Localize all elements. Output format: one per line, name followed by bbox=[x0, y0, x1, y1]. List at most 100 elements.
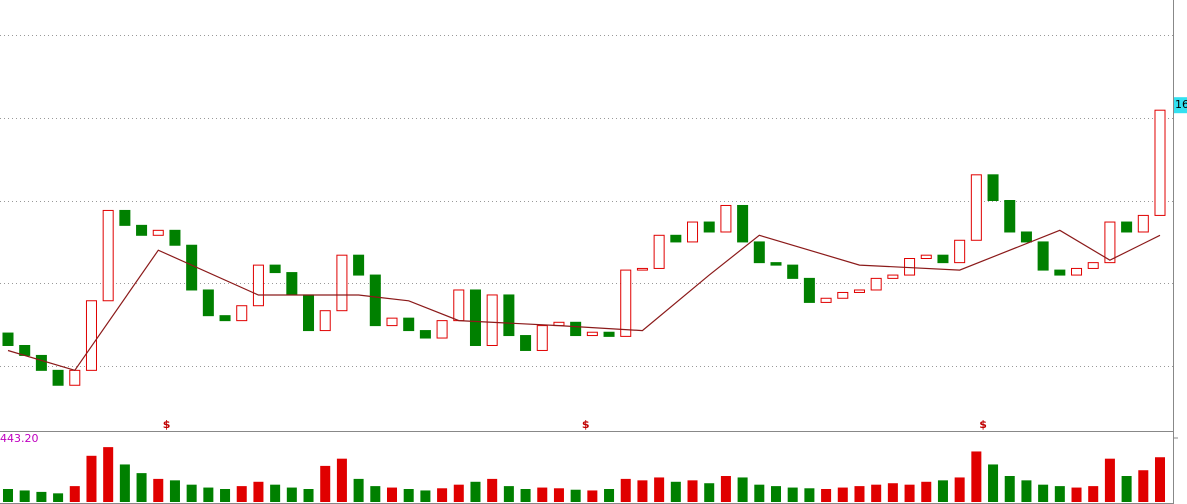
volume-bar bbox=[270, 484, 281, 502]
candle-body bbox=[737, 204, 749, 243]
volume-bar bbox=[1088, 486, 1099, 502]
volume-bar bbox=[737, 477, 748, 502]
volume-bar bbox=[821, 489, 832, 502]
candle-body bbox=[653, 234, 665, 269]
volume-bar bbox=[1004, 476, 1015, 502]
candle-body bbox=[904, 257, 916, 276]
candle-body bbox=[954, 239, 966, 264]
candle-body bbox=[570, 321, 582, 337]
candle-body bbox=[236, 305, 248, 322]
volume-bar bbox=[336, 458, 347, 502]
volume-bar bbox=[203, 487, 214, 502]
candle-body bbox=[35, 354, 47, 371]
event-marker: $ bbox=[979, 418, 987, 431]
candle-body bbox=[1054, 269, 1066, 276]
volume-bar bbox=[837, 487, 848, 502]
candle-body bbox=[753, 241, 765, 264]
volume-bar bbox=[503, 486, 514, 502]
volume-bar bbox=[169, 480, 180, 502]
volume-bar bbox=[904, 484, 915, 502]
candle-body bbox=[403, 317, 415, 332]
candle-body bbox=[770, 262, 782, 266]
candle-body bbox=[870, 277, 882, 291]
volume-tick-label: 443.20 bbox=[0, 432, 39, 445]
candle-body bbox=[1137, 214, 1149, 233]
candle-body bbox=[937, 254, 949, 264]
event-marker: $ bbox=[582, 418, 590, 431]
candle-body bbox=[319, 310, 331, 332]
volume-bar bbox=[370, 486, 381, 502]
candle-body bbox=[136, 224, 148, 236]
candle-body bbox=[920, 254, 932, 259]
candle-body bbox=[1071, 267, 1083, 276]
volume-bar bbox=[420, 490, 431, 502]
candle-body bbox=[353, 254, 365, 276]
volume-bar bbox=[770, 486, 782, 502]
volume-bar bbox=[186, 484, 197, 502]
volume-bar bbox=[787, 487, 798, 502]
candle-body bbox=[1020, 231, 1032, 243]
candle-body bbox=[887, 274, 899, 279]
candle-body bbox=[286, 272, 298, 296]
candle-body bbox=[1037, 241, 1049, 271]
volume-bar bbox=[1071, 487, 1082, 502]
candle-body bbox=[803, 277, 815, 303]
volume-bar bbox=[69, 486, 80, 502]
volume-bar bbox=[570, 489, 581, 502]
volume-bar bbox=[854, 486, 865, 502]
volume-bar bbox=[1021, 480, 1032, 502]
volume-bar bbox=[1138, 470, 1149, 502]
volume-bar bbox=[1104, 458, 1115, 502]
volume-bar bbox=[437, 488, 448, 502]
candle-body bbox=[336, 254, 348, 312]
candle-body bbox=[303, 294, 315, 332]
candle-body bbox=[386, 317, 398, 327]
volume-bar bbox=[954, 477, 965, 502]
volume-bar bbox=[36, 491, 47, 502]
candle-body bbox=[1154, 109, 1166, 216]
candle-body bbox=[219, 315, 231, 322]
candle-body bbox=[1087, 262, 1099, 269]
volume-bar bbox=[587, 490, 598, 502]
candle-body bbox=[1121, 221, 1133, 233]
volume-bar bbox=[386, 487, 398, 502]
candle-body bbox=[102, 209, 114, 302]
candle-body bbox=[186, 244, 198, 291]
volume-bar bbox=[320, 465, 331, 502]
candle-body bbox=[152, 229, 164, 236]
candle-body bbox=[620, 269, 632, 337]
volume-bar bbox=[86, 455, 97, 502]
volume-bar bbox=[103, 447, 114, 502]
volume-bar bbox=[1121, 476, 1132, 502]
volume-bar bbox=[620, 478, 631, 502]
candle-body bbox=[486, 294, 498, 346]
volume-bar bbox=[921, 481, 932, 502]
price-tag: 16 bbox=[1175, 98, 1187, 111]
volume-bar bbox=[937, 480, 948, 502]
volume-bar bbox=[604, 489, 615, 502]
candle-body bbox=[703, 221, 715, 233]
candle-body bbox=[720, 204, 732, 233]
candle-body bbox=[787, 264, 799, 279]
candle-body bbox=[837, 291, 849, 299]
candle-body bbox=[169, 229, 181, 246]
volume-bar bbox=[654, 477, 665, 502]
volume-bar bbox=[537, 487, 548, 502]
volume-bar bbox=[1154, 457, 1166, 502]
volume-bar bbox=[2, 489, 14, 502]
candle-body bbox=[603, 331, 615, 337]
volume-bar bbox=[804, 488, 815, 502]
volume-bar bbox=[53, 493, 64, 502]
volume-bar bbox=[470, 481, 481, 502]
volume-bar bbox=[253, 481, 264, 502]
volume-bar bbox=[303, 489, 314, 502]
volume-bar bbox=[403, 489, 414, 502]
candle-body bbox=[119, 209, 131, 226]
candle-body bbox=[670, 234, 682, 243]
volume-bar bbox=[988, 464, 999, 502]
volume-bar bbox=[720, 476, 731, 502]
volume-bar bbox=[1054, 486, 1065, 502]
moving-average bbox=[7, 229, 1161, 371]
volume-bar bbox=[670, 481, 681, 502]
